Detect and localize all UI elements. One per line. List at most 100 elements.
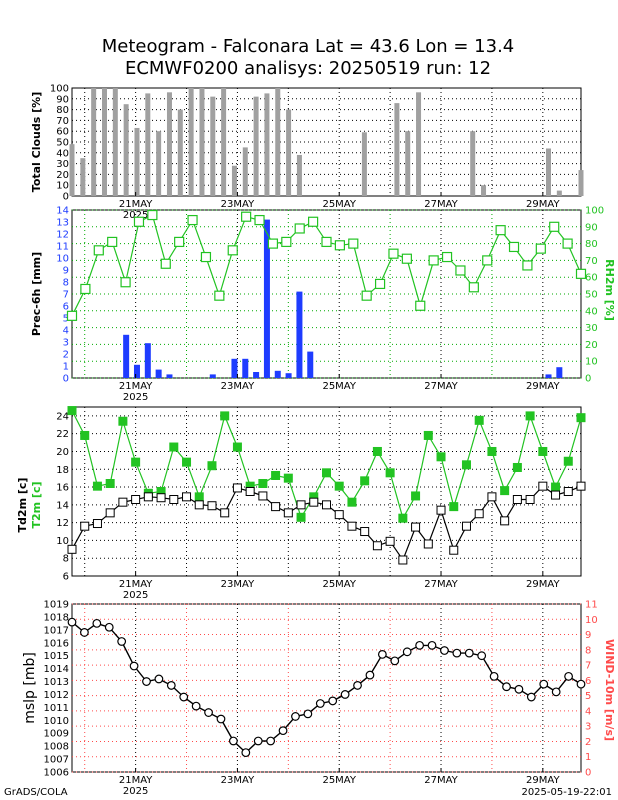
clouds-ytick-label: 90 xyxy=(56,94,69,105)
precip-ytick-label: 5 xyxy=(63,314,69,325)
precip-ytick-label: 10 xyxy=(56,254,69,265)
td2m-point xyxy=(271,502,281,512)
td2m-point xyxy=(131,495,141,505)
temp-xtick-label: 23MAY xyxy=(221,579,255,590)
td2m-point xyxy=(474,509,484,519)
rh-ytick-label: 80 xyxy=(585,239,598,250)
mslp-xtick-label: 21MAY xyxy=(119,775,153,786)
t2m-point xyxy=(436,452,446,462)
mslp-ytick-label: 1008 xyxy=(44,742,69,753)
temp-ytick-label: 22 xyxy=(56,429,69,440)
precip-bar xyxy=(253,372,260,378)
mslp-point xyxy=(228,736,238,746)
td2m-point xyxy=(194,500,204,510)
td2m-ylabel: Td2m [c] xyxy=(16,478,29,533)
td2m-point xyxy=(105,508,115,518)
precip-panel: 0102030405060708090100012345678910111213… xyxy=(30,206,616,404)
t2m-point xyxy=(398,513,408,523)
cloud-bar xyxy=(69,144,75,196)
clouds-xyear-label: 2025 xyxy=(123,210,148,221)
rh-point xyxy=(522,260,533,271)
rh-point xyxy=(281,236,292,248)
clouds-ytick-label: 10 xyxy=(56,181,69,192)
mslp-point xyxy=(539,679,549,689)
td2m-point xyxy=(576,481,586,491)
t2m-point xyxy=(360,476,370,486)
rh-point xyxy=(93,245,104,256)
mslp-ytick-label: 1016 xyxy=(44,638,69,649)
mslp-point xyxy=(67,617,77,627)
cloud-bar xyxy=(286,109,292,196)
mslp-point xyxy=(92,618,102,628)
wind-ytick-label: 3 xyxy=(585,722,591,733)
t2m-point xyxy=(334,481,344,491)
rh-ytick-label: 20 xyxy=(585,340,598,351)
mslp-ytick-label: 1017 xyxy=(44,625,69,636)
t2m-point xyxy=(182,457,192,467)
td2m-point xyxy=(385,536,395,546)
mslp-ytick-label: 1018 xyxy=(44,612,69,623)
footer-left: GrADS/COLA xyxy=(4,787,68,798)
clouds-ytick-label: 20 xyxy=(56,170,69,181)
t2m-point xyxy=(474,415,484,425)
cloud-bar xyxy=(470,131,476,196)
rh-point xyxy=(187,214,198,226)
precip-bar xyxy=(231,358,238,378)
mslp-xtick-label: 27MAY xyxy=(424,775,458,786)
mslp-point xyxy=(253,736,263,746)
rh-point xyxy=(227,245,238,256)
td2m-point xyxy=(182,492,192,502)
rh-point xyxy=(575,268,587,279)
precip-bar xyxy=(144,343,151,378)
clouds-ytick-label: 60 xyxy=(56,127,69,138)
td2m-point xyxy=(411,522,421,532)
rh-point xyxy=(200,251,212,263)
wind-ytick-label: 6 xyxy=(585,676,591,687)
precip-bar xyxy=(274,370,281,378)
chart-title-line1: Meteogram - Falconara Lat = 43.6 Lon = 1… xyxy=(102,36,515,57)
rh-ytick-label: 60 xyxy=(585,273,598,284)
td2m-point xyxy=(563,487,573,496)
temp-ytick-label: 10 xyxy=(56,536,69,547)
td2m-point xyxy=(500,516,510,526)
t2m-point xyxy=(169,442,179,452)
td2m-point xyxy=(258,491,268,501)
td2m-point xyxy=(143,492,153,502)
t2m-point xyxy=(220,411,230,421)
wind-ylabel: WIND-10m [m/s] xyxy=(603,639,616,741)
cloud-bar xyxy=(578,170,584,196)
cloud-bar xyxy=(91,88,97,196)
temp-ytick-label: 18 xyxy=(56,465,69,476)
t2m-point xyxy=(461,460,471,470)
cloud-bar xyxy=(145,93,151,196)
precip-bar xyxy=(242,358,249,378)
temp-xtick-label: 25MAY xyxy=(322,579,356,590)
mslp-point xyxy=(117,637,127,646)
mslp-point xyxy=(464,648,474,658)
rh-point xyxy=(495,225,506,236)
mslp-point xyxy=(427,640,437,650)
td2m-point xyxy=(398,555,408,565)
precip-bar xyxy=(123,334,130,378)
td2m-point xyxy=(309,497,319,507)
clouds-ytick-label: 100 xyxy=(50,84,69,95)
t2m-point xyxy=(512,462,522,472)
t2m-point xyxy=(309,492,319,502)
wind-ytick-label: 10 xyxy=(585,615,598,626)
wind-ytick-label: 7 xyxy=(585,661,591,672)
clouds-ytick-label: 40 xyxy=(56,148,69,159)
td2m-point xyxy=(334,510,344,520)
rh-point xyxy=(294,223,305,234)
clouds-xtick-label: 27MAY xyxy=(424,199,458,210)
t2m-point xyxy=(551,482,561,492)
mslp-point xyxy=(452,648,462,658)
precip-ytick-label: 4 xyxy=(63,326,69,337)
rh-point xyxy=(482,255,493,266)
rh-point xyxy=(361,290,372,301)
temp-xtick-label: 21MAY xyxy=(119,579,153,590)
mslp-point xyxy=(576,679,586,689)
t2m-point xyxy=(538,446,548,456)
rh-point xyxy=(549,221,560,232)
rh-point xyxy=(388,248,399,259)
